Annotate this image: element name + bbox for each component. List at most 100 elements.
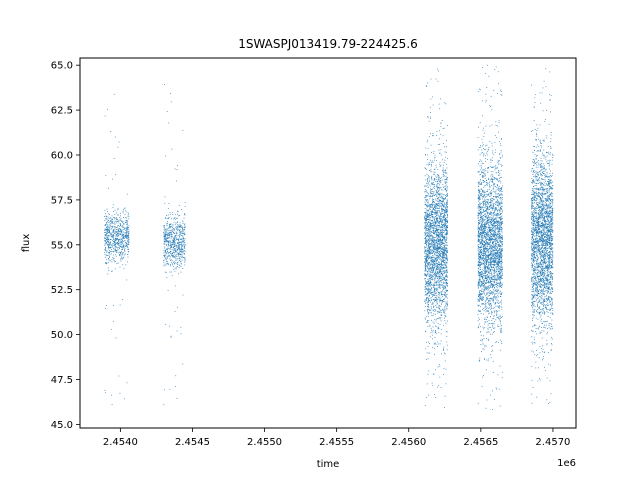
data-point — [434, 206, 436, 207]
data-point — [428, 270, 430, 271]
data-point — [118, 375, 120, 377]
data-point — [493, 247, 495, 249]
data-point — [104, 248, 106, 250]
data-point — [434, 283, 436, 285]
data-point — [484, 300, 486, 302]
data-point — [434, 272, 436, 274]
data-point — [424, 262, 426, 263]
data-point — [441, 179, 443, 181]
data-point — [443, 348, 445, 350]
data-point — [500, 233, 502, 235]
data-point — [485, 266, 487, 268]
data-point — [441, 235, 443, 237]
data-point — [497, 240, 499, 242]
data-point — [479, 208, 481, 210]
data-point — [116, 218, 118, 220]
data-point — [498, 163, 499, 165]
data-point — [180, 225, 182, 227]
data-point — [432, 235, 433, 237]
data-point — [127, 239, 129, 241]
data-point — [426, 246, 428, 248]
data-point — [174, 256, 176, 257]
data-point — [437, 247, 439, 249]
data-point — [427, 282, 429, 284]
data-point — [496, 268, 497, 270]
data-point — [163, 250, 165, 251]
data-point — [427, 233, 428, 235]
data-point — [427, 248, 428, 250]
data-point — [493, 238, 495, 240]
data-point — [446, 249, 448, 251]
data-point — [114, 242, 116, 243]
data-point — [500, 246, 502, 248]
data-point — [427, 300, 429, 302]
data-point — [425, 242, 427, 244]
data-point — [432, 202, 434, 204]
data-point — [444, 311, 445, 313]
data-point — [446, 190, 448, 191]
data-point — [446, 269, 448, 271]
data-point — [436, 229, 437, 231]
data-point — [445, 234, 447, 236]
data-point — [175, 258, 177, 260]
data-point — [438, 208, 439, 210]
data-point — [426, 293, 428, 295]
data-point — [436, 228, 438, 230]
data-point — [442, 246, 444, 248]
data-point — [182, 244, 184, 246]
data-point — [483, 127, 484, 129]
data-point — [119, 239, 121, 241]
data-point — [179, 230, 180, 231]
data-point — [110, 234, 112, 235]
data-point — [446, 258, 447, 260]
data-point — [116, 219, 117, 220]
data-point — [488, 280, 490, 282]
data-point — [106, 216, 108, 218]
data-point — [170, 238, 172, 240]
data-point — [434, 224, 436, 226]
data-point — [434, 265, 436, 267]
data-point — [427, 230, 428, 231]
data-point — [477, 237, 479, 239]
data-point — [436, 181, 438, 183]
data-point — [445, 271, 446, 273]
data-point — [437, 366, 439, 368]
data-point — [174, 285, 176, 287]
data-point — [178, 253, 180, 255]
data-point — [184, 225, 186, 227]
data-point — [432, 251, 434, 253]
data-point — [441, 293, 442, 295]
data-point — [442, 220, 443, 221]
data-point — [125, 229, 127, 231]
data-point — [428, 370, 430, 372]
data-point — [106, 228, 108, 230]
data-point — [488, 320, 490, 321]
data-point — [498, 163, 500, 165]
data-point — [425, 210, 427, 212]
data-point — [436, 254, 438, 256]
data-point — [486, 257, 488, 259]
data-point — [434, 319, 436, 321]
data-point — [443, 237, 444, 239]
data-point — [443, 231, 445, 233]
data-point — [485, 260, 487, 262]
data-point — [479, 231, 481, 233]
data-point — [167, 256, 168, 258]
data-point — [427, 178, 428, 180]
data-point — [122, 252, 123, 254]
data-point — [479, 209, 481, 211]
data-point — [438, 245, 440, 247]
data-point — [499, 208, 501, 210]
data-point — [169, 212, 171, 214]
data-point — [439, 239, 441, 241]
data-point — [430, 251, 431, 253]
data-point — [481, 245, 482, 247]
data-point — [439, 255, 441, 257]
data-point — [483, 266, 485, 268]
data-point — [124, 237, 126, 238]
data-point — [120, 230, 122, 232]
data-point — [444, 317, 445, 319]
data-point — [427, 232, 429, 233]
data-point — [483, 263, 484, 265]
data-point — [432, 199, 434, 201]
